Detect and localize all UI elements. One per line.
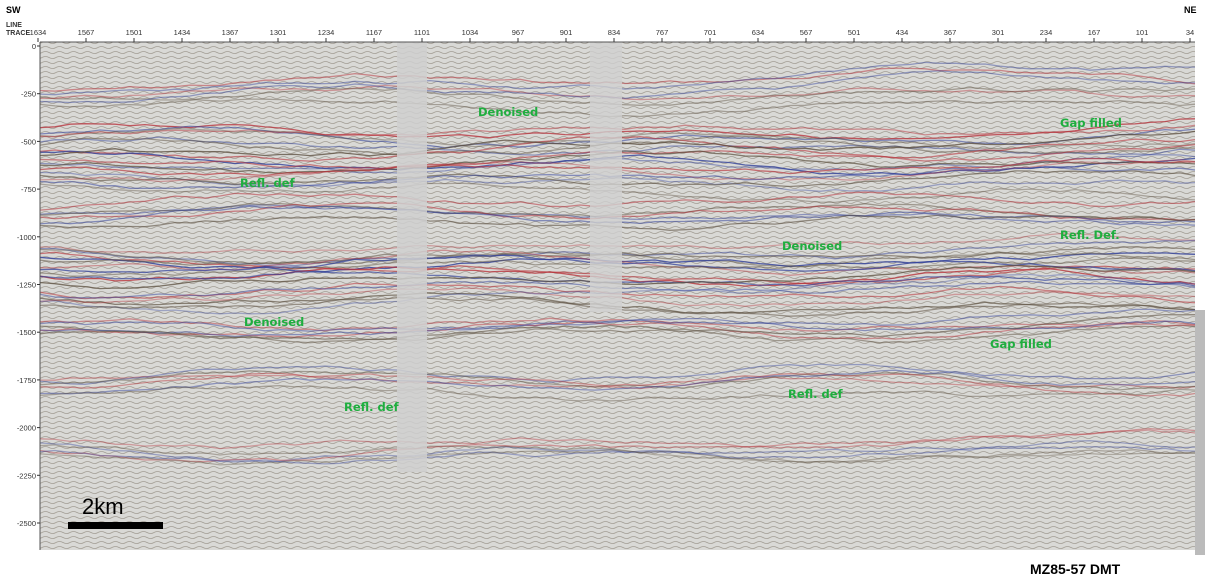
trace-number: 701 bbox=[704, 28, 717, 37]
trace-number: 1634 bbox=[30, 28, 47, 37]
line-label: LINE bbox=[6, 22, 22, 29]
trace-number: 967 bbox=[512, 28, 525, 37]
ne-label: NE bbox=[1184, 5, 1197, 15]
depth-label: -500 bbox=[21, 137, 36, 146]
trace-number: 567 bbox=[800, 28, 813, 37]
annotation: Denoised bbox=[478, 105, 538, 119]
trace-number: 234 bbox=[1040, 28, 1053, 37]
trace-number: 901 bbox=[560, 28, 573, 37]
trace-number: 501 bbox=[848, 28, 861, 37]
annotation: Denoised bbox=[782, 239, 842, 253]
trace-number: 1301 bbox=[270, 28, 287, 37]
scale-bar bbox=[68, 522, 163, 529]
trace-number: 1501 bbox=[126, 28, 143, 37]
depth-label: -1250 bbox=[17, 281, 36, 290]
seismic-figure: SW NE LINE TRACE 2km MZ85-57 DMT 1634 156… bbox=[0, 0, 1207, 579]
sw-label: SW bbox=[6, 5, 21, 15]
trace-number: 34 bbox=[1186, 28, 1194, 37]
depth-label: -2000 bbox=[17, 424, 36, 433]
gap bbox=[590, 42, 622, 312]
depth-label: -250 bbox=[21, 90, 36, 99]
trace-number: 367 bbox=[944, 28, 957, 37]
depth-label: 0 bbox=[32, 42, 36, 51]
trace-number: 101 bbox=[1136, 28, 1149, 37]
trace-number: 1101 bbox=[414, 28, 430, 37]
trace-number: 301 bbox=[992, 28, 1005, 37]
trace-number: 167 bbox=[1088, 28, 1101, 37]
trace-number: 1234 bbox=[318, 28, 335, 37]
trace-number: 434 bbox=[896, 28, 909, 37]
trace-number: 1367 bbox=[222, 28, 239, 37]
trace-label: TRACE bbox=[6, 30, 30, 37]
depth-label: -1750 bbox=[17, 376, 36, 385]
trace-number: 834 bbox=[608, 28, 621, 37]
depth-label: -1500 bbox=[17, 328, 36, 337]
gap bbox=[397, 42, 427, 472]
annotation: Refl. def bbox=[344, 400, 400, 414]
scrollbar bbox=[1195, 310, 1205, 555]
depth-label: -2500 bbox=[17, 519, 36, 528]
depth-label: -2250 bbox=[17, 471, 36, 480]
annotation: Denoised bbox=[244, 315, 304, 329]
annotation: Refl. Def. bbox=[1060, 228, 1120, 242]
annotation: Gap filled bbox=[1060, 116, 1122, 130]
depth-label: -1000 bbox=[17, 233, 36, 242]
annotation: Refl. def bbox=[240, 176, 296, 190]
annotation: Gap filled bbox=[990, 337, 1052, 351]
trace-number: 1034 bbox=[462, 28, 479, 37]
scale-label: 2km bbox=[82, 494, 124, 519]
trace-number: 1434 bbox=[174, 28, 191, 37]
trace-number: 767 bbox=[656, 28, 669, 37]
caption: MZ85-57 DMT bbox=[1030, 561, 1121, 577]
annotation: Refl. def bbox=[788, 387, 844, 401]
trace-number: 634 bbox=[752, 28, 765, 37]
page: {"header": {"left": "SW", "right": "NE",… bbox=[0, 0, 1207, 579]
trace-number: 1167 bbox=[366, 28, 382, 37]
depth-label: -750 bbox=[21, 185, 36, 194]
trace-number: 1567 bbox=[78, 28, 95, 37]
